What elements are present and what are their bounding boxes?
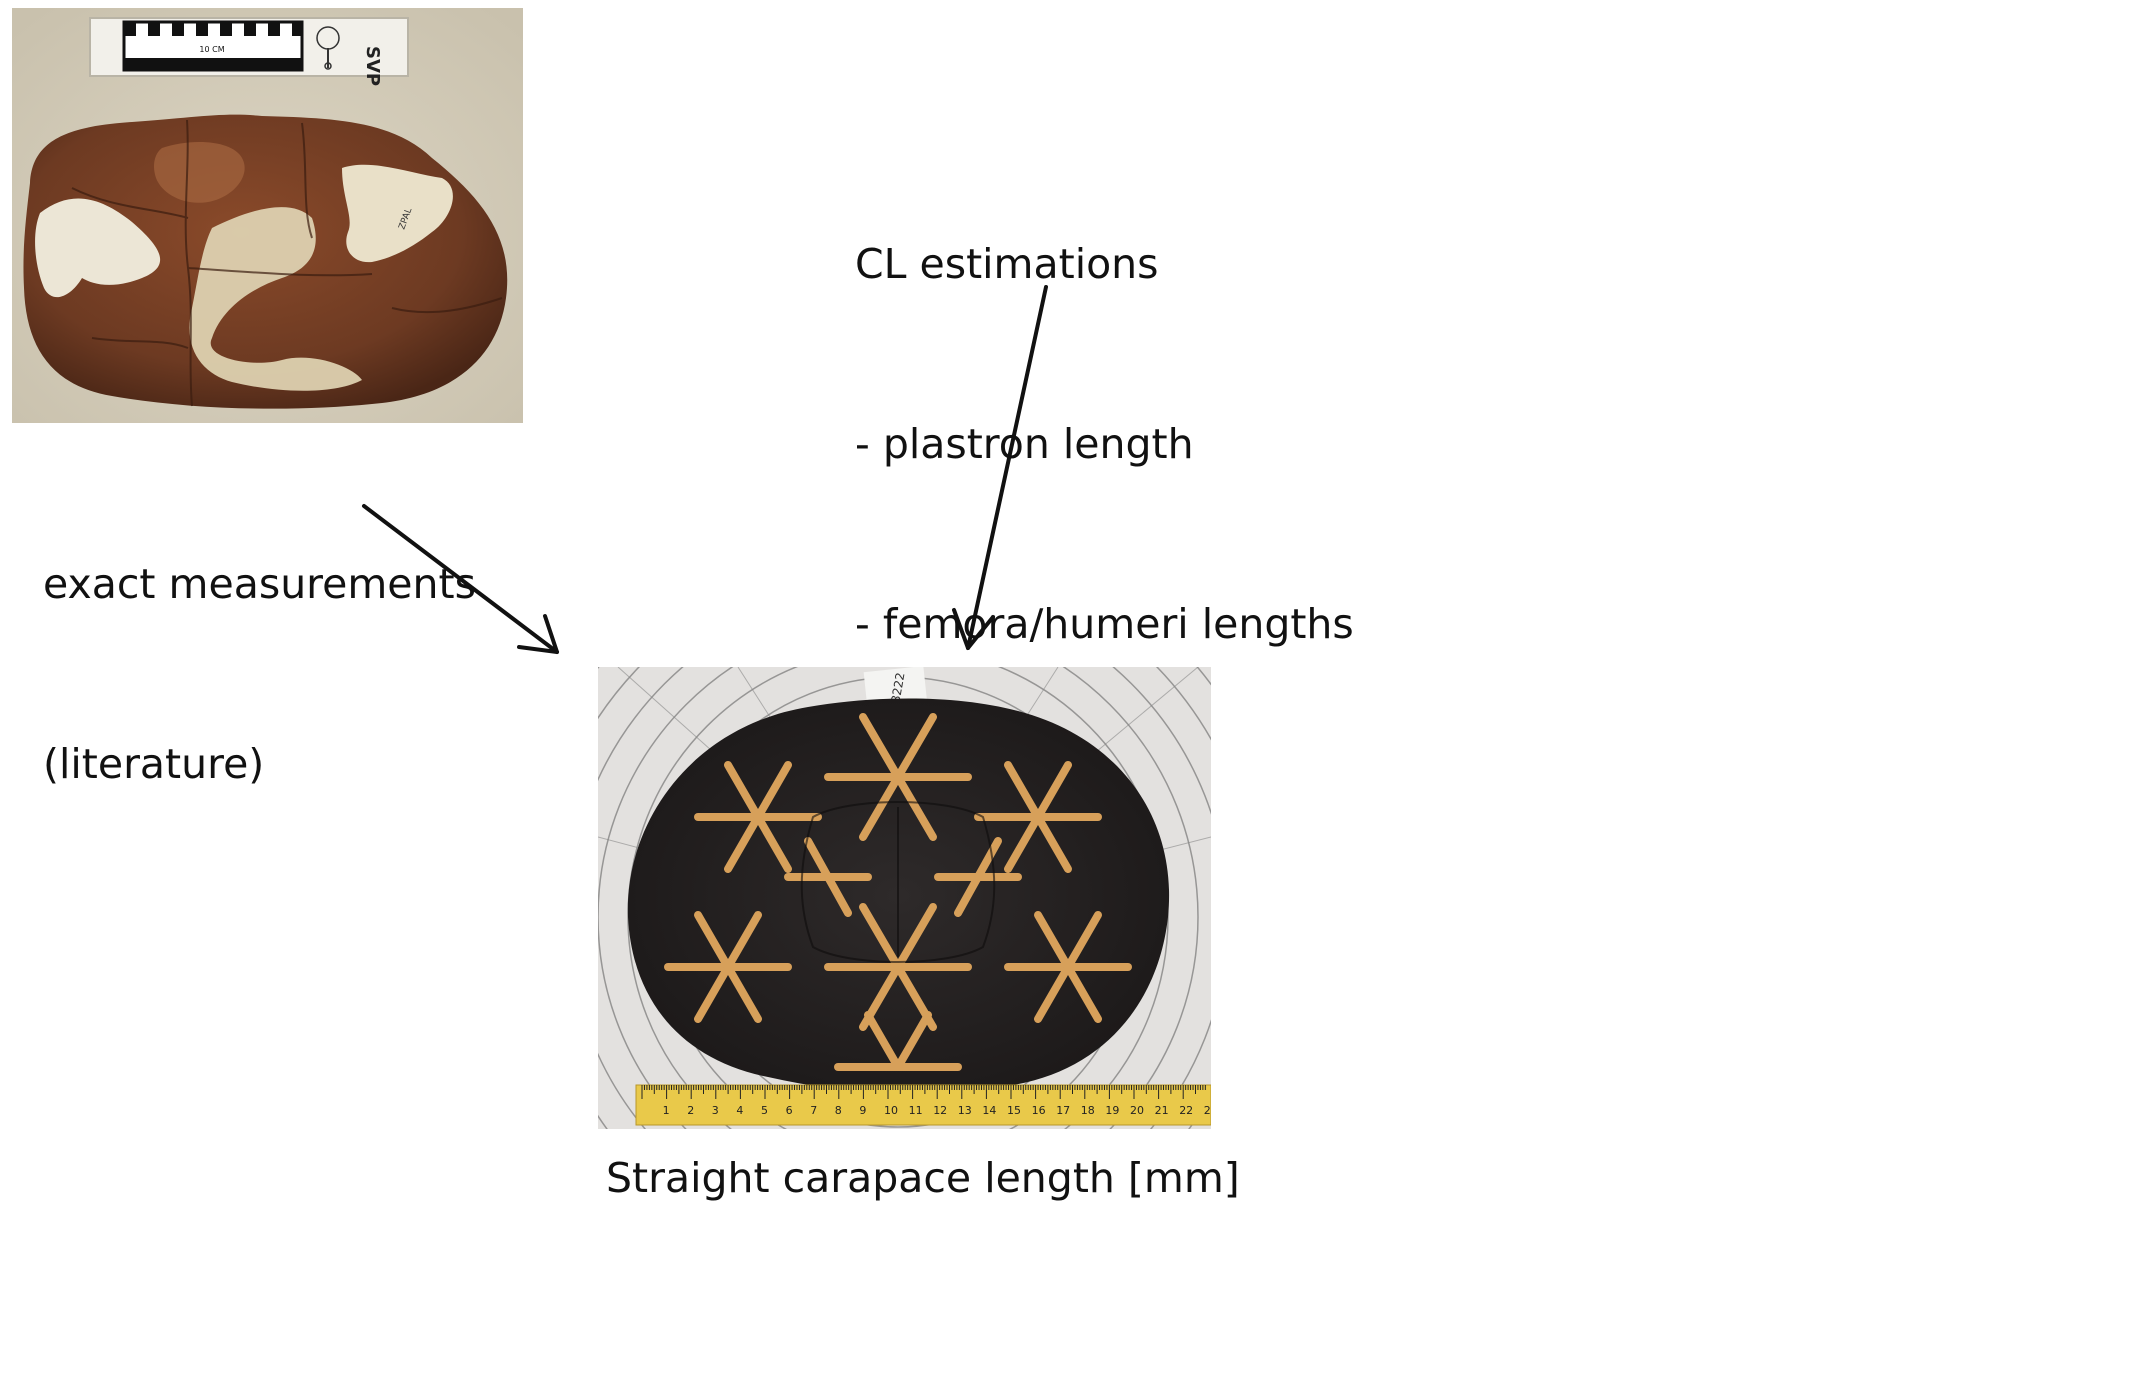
ruler-number: 5 xyxy=(761,1104,768,1117)
ruler-number: 16 xyxy=(1032,1104,1046,1117)
tortoise-shell-photo: 63222 xyxy=(598,667,1211,1129)
ruler-number: 18 xyxy=(1081,1104,1095,1117)
svp-logo-icon xyxy=(316,26,340,70)
fossil-caption-line2: (literature) xyxy=(43,740,265,788)
scale-bar: 10 CM xyxy=(122,20,304,72)
tortoise-shell-image: 63222 xyxy=(598,667,1211,1129)
arrow-estimations-to-length xyxy=(952,285,1048,650)
result-caption: Straight carapace length [mm] xyxy=(606,1154,1240,1202)
ruler-number: 13 xyxy=(958,1104,972,1117)
measuring-ruler: 1234567891011121314151617181920212223 xyxy=(635,1084,1211,1126)
ruler-number: 3 xyxy=(712,1104,719,1117)
ruler-number: 2 xyxy=(687,1104,694,1117)
ruler-number: 10 xyxy=(884,1104,898,1117)
ruler-number: 22 xyxy=(1179,1104,1193,1117)
ruler-number: 8 xyxy=(835,1104,842,1117)
ruler-number: 7 xyxy=(810,1104,817,1117)
svp-stamp-text: SVP xyxy=(362,46,383,86)
ruler-number: 11 xyxy=(909,1104,923,1117)
ruler-number: 1 xyxy=(663,1104,670,1117)
cl-estimations-title: CL estimations xyxy=(855,240,1159,288)
scale-bar-text: 10 CM xyxy=(199,45,224,54)
ruler-number: 14 xyxy=(982,1104,996,1117)
ruler-number: 9 xyxy=(859,1104,866,1117)
ruler-number: 20 xyxy=(1130,1104,1144,1117)
fossil-caption-line1: exact measurements xyxy=(43,560,476,608)
cl-estimations-item-femora: - femora/humeri lengths xyxy=(855,600,1354,648)
ruler-number: 6 xyxy=(786,1104,793,1117)
ruler-number: 19 xyxy=(1105,1104,1119,1117)
cl-estimations-block: CL estimations - plastron length - femor… xyxy=(855,114,1354,714)
arrow-literature-to-length xyxy=(362,504,559,654)
ruler-number: 23 xyxy=(1204,1104,1211,1117)
cl-estimations-item-plastron: - plastron length xyxy=(855,420,1194,468)
fossil-carapace-photo: 10 CM SVP ZPAL xyxy=(12,8,523,423)
ruler-number: 15 xyxy=(1007,1104,1021,1117)
fossil-caption: exact measurements (literature) xyxy=(43,434,476,854)
fossil-carapace-image: 10 CM SVP ZPAL xyxy=(12,8,523,423)
ruler-number: 17 xyxy=(1056,1104,1070,1117)
ruler-number: 12 xyxy=(933,1104,947,1117)
ruler-number: 21 xyxy=(1155,1104,1169,1117)
ruler-number: 4 xyxy=(736,1104,743,1117)
